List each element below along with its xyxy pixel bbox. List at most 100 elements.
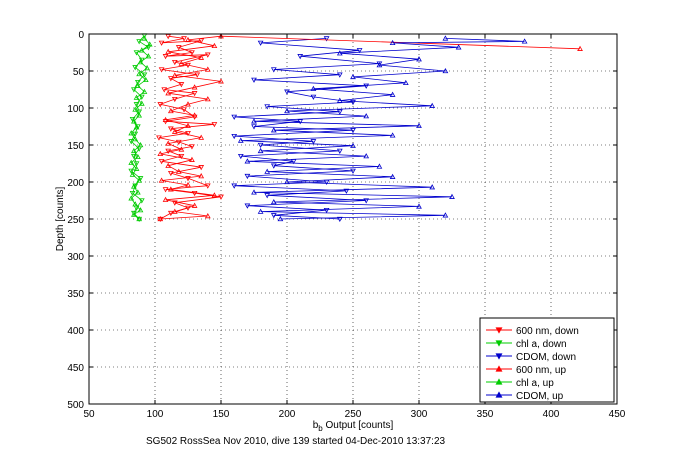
y-tick-label: 250 xyxy=(67,215,84,226)
data-point xyxy=(157,150,164,157)
data-point xyxy=(131,87,137,93)
data-point xyxy=(416,122,422,128)
data-point xyxy=(343,188,350,194)
data-point xyxy=(162,196,169,202)
data-point xyxy=(577,45,583,51)
x-tick-label: 200 xyxy=(279,409,296,420)
y-tick-label: 200 xyxy=(67,178,84,189)
data-point xyxy=(128,130,135,136)
data-point xyxy=(167,186,174,192)
legend-label: chl a, down xyxy=(516,339,567,350)
data-point xyxy=(350,99,356,106)
data-point xyxy=(165,90,172,96)
series-5 xyxy=(237,35,528,222)
data-point xyxy=(129,190,136,197)
data-point xyxy=(363,83,370,89)
data-point xyxy=(257,147,264,154)
data-point xyxy=(204,96,211,102)
data-point xyxy=(133,124,140,130)
figure-caption: SG502 RossSea Nov 2010, dive 139 started… xyxy=(146,436,446,447)
series-4 xyxy=(128,35,153,222)
y-tick-label: 300 xyxy=(67,252,84,263)
data-point xyxy=(363,153,370,159)
legend-label: chl a, up xyxy=(516,378,554,389)
y-tick-label: 100 xyxy=(67,104,84,115)
data-series xyxy=(128,33,583,223)
data-point xyxy=(218,78,224,84)
data-point xyxy=(165,148,172,154)
data-point xyxy=(133,50,140,56)
data-point xyxy=(237,137,244,143)
data-point xyxy=(141,35,148,41)
data-point xyxy=(198,173,205,179)
data-point xyxy=(189,50,195,56)
data-point xyxy=(429,102,436,108)
data-point xyxy=(336,50,343,56)
x-axis-label-rest: Output [counts] xyxy=(323,420,394,431)
data-point xyxy=(156,135,162,141)
axis-ticks: 50 100 150 200 250 300 350 400 450 0 50 100 150 200 25… xyxy=(67,30,625,420)
data-point xyxy=(131,183,137,189)
legend-item: 600 nm, down xyxy=(486,326,579,337)
data-point xyxy=(134,124,141,130)
data-point xyxy=(204,66,211,72)
data-point xyxy=(264,104,271,110)
x-axis-label-subscript: b xyxy=(318,424,323,433)
data-point xyxy=(284,89,290,95)
data-point xyxy=(181,107,187,113)
series-line xyxy=(130,35,150,220)
data-point xyxy=(162,116,169,122)
x-tick-label: 150 xyxy=(213,409,230,420)
data-point xyxy=(264,193,271,199)
data-point xyxy=(165,48,172,54)
data-point xyxy=(389,132,396,138)
y-tick-label: 350 xyxy=(67,289,84,300)
data-point xyxy=(136,112,143,118)
data-point xyxy=(167,210,174,217)
data-point xyxy=(185,122,191,128)
data-point xyxy=(191,84,198,90)
data-point xyxy=(191,112,198,118)
data-point xyxy=(257,40,264,46)
legend-label: CDOM, up xyxy=(516,391,564,402)
legend-label: 600 nm, down xyxy=(516,326,579,337)
data-point xyxy=(165,162,172,168)
x-tick-label: 400 xyxy=(543,409,560,420)
data-point xyxy=(144,65,150,71)
data-point xyxy=(204,213,211,219)
data-point xyxy=(136,177,143,183)
data-point xyxy=(134,79,141,86)
data-point xyxy=(134,82,141,88)
data-point xyxy=(284,107,290,114)
data-point xyxy=(167,107,174,114)
legend-marker xyxy=(495,365,503,372)
data-point xyxy=(157,215,164,222)
series-line xyxy=(234,38,380,220)
legend-item: chl a, down xyxy=(486,339,567,350)
data-point xyxy=(336,148,343,154)
data-point xyxy=(204,52,211,58)
data-point xyxy=(270,163,277,169)
data-point xyxy=(141,72,148,78)
data-point xyxy=(137,207,144,213)
data-point xyxy=(129,171,136,177)
data-point xyxy=(376,163,383,169)
data-point xyxy=(310,139,317,145)
data-point xyxy=(133,94,140,100)
data-point xyxy=(167,76,174,82)
data-point xyxy=(167,126,174,132)
legend-box xyxy=(479,317,615,403)
data-point xyxy=(376,61,383,67)
legend-item: CDOM, down xyxy=(486,352,576,363)
data-point xyxy=(455,44,462,50)
data-point xyxy=(185,181,191,188)
data-point xyxy=(442,35,449,41)
x-axis-label: bb Output [counts] xyxy=(313,420,394,433)
x-tick-label: 50 xyxy=(83,409,95,420)
data-point xyxy=(138,94,145,100)
data-point xyxy=(158,40,165,46)
data-point xyxy=(133,102,140,108)
data-point xyxy=(416,56,422,62)
data-point xyxy=(270,67,277,73)
x-tick-label: 350 xyxy=(477,409,494,420)
